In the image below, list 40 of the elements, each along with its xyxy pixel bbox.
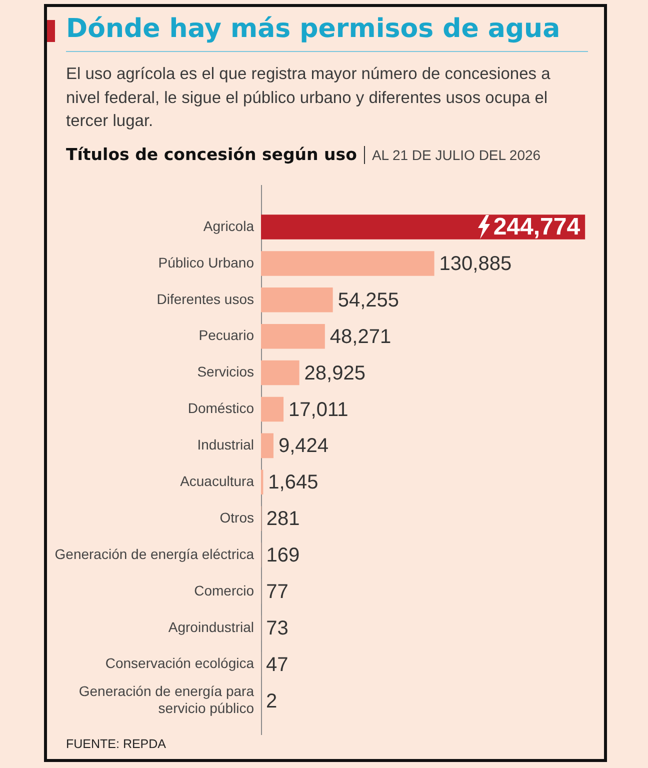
y-tick-label: Público Urbano — [158, 254, 254, 270]
text: AL 21 DE JULIO DEL 2026 — [372, 146, 541, 162]
bar — [261, 396, 284, 422]
bar — [261, 360, 300, 386]
y-tick-label: Otros — [220, 509, 254, 526]
chart-subtitle: El uso agrícola es el que registra mayor número de concesiones a nivel federal, le sigue el público urbano y diferentes usos ocupa el tercer lugar. — [66, 64, 552, 132]
y-tick-label: Generación de energía para servicio público — [78, 683, 254, 716]
bar — [261, 324, 325, 349]
y-tick-label: Diferentes usos — [156, 290, 254, 307]
text: Títulos de concesión según uso — [66, 145, 357, 164]
data-label: 54,255 — [338, 289, 400, 312]
data-label: 9,424 — [278, 435, 329, 458]
y-tick-label: Pecuario — [198, 327, 254, 344]
data-label: 169 — [266, 544, 300, 567]
data-label: 281 — [266, 508, 300, 530]
bar — [261, 433, 274, 458]
source-note: FUENTE: REPDA — [66, 737, 166, 751]
y-tick-label: Acuacultura — [180, 472, 254, 489]
data-label: 1,645 — [268, 472, 318, 494]
chart-title: Dónde hay más permisos de agua — [66, 14, 588, 52]
data-label: 28,925 — [304, 362, 366, 384]
bar — [261, 214, 586, 240]
data-label: 2 — [266, 690, 278, 712]
y-tick-label: Servicios — [197, 364, 254, 380]
y-tick-label: Agricola — [203, 218, 254, 234]
data-label: 47 — [266, 654, 288, 676]
data-label: 73 — [266, 617, 288, 640]
y-tick-label: Conservación ecológica — [105, 655, 254, 672]
data-label: 244,774 — [493, 214, 581, 241]
y-tick-label: Agroindustrial — [168, 618, 254, 635]
y-tick-label: Doméstico — [188, 400, 254, 416]
data-label: 77 — [266, 580, 288, 603]
data-label: 130,885 — [439, 252, 512, 275]
y-tick-label: Comercio — [194, 582, 254, 598]
data-label: 17,011 — [288, 398, 348, 421]
data-label: 48,271 — [330, 326, 392, 348]
y-tick-label: Industrial — [197, 436, 254, 453]
bar — [261, 251, 434, 276]
bar — [261, 288, 333, 312]
y-tick-label: Generación de energía eléctrica — [54, 546, 254, 562]
